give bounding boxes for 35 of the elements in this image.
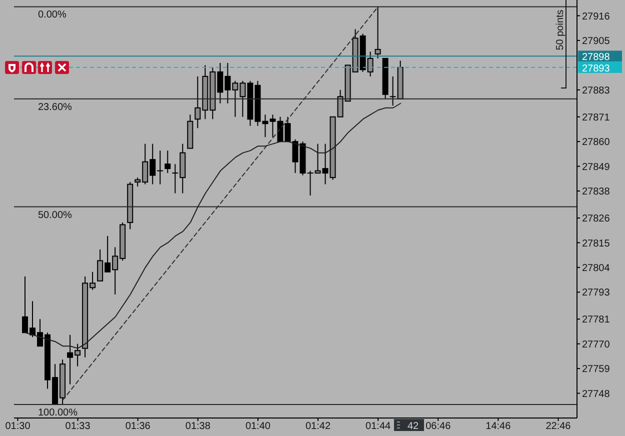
y-tick-label: 27781 (582, 314, 610, 326)
candlestick (374, 6, 381, 59)
annotation: 50 points (555, 10, 566, 50)
annotation: 50.00% (38, 210, 72, 221)
ref-line-label: 27898 (582, 52, 610, 64)
x-tick-label: 01:44 (366, 421, 392, 432)
y-tick-label: 27826 (582, 214, 610, 225)
y-tick-label: 27759 (582, 364, 610, 376)
y-tick-label: 27770 (582, 339, 610, 350)
y-tick-label: 27860 (582, 137, 610, 148)
y-tick-label: 27838 (582, 186, 610, 198)
x-tick-label: 01:36 (125, 421, 151, 432)
y-tick-label: 27883 (582, 85, 610, 96)
candlestick (164, 150, 171, 174)
y-tick-label: 27916 (582, 11, 610, 22)
x-tick-label: 22:46 (546, 421, 572, 432)
x-tick-label: 01:42 (306, 421, 331, 432)
y-tick-label: 27815 (582, 238, 610, 250)
x-tick-label: 01:30 (5, 421, 31, 432)
x-tick-label: 14:46 (486, 421, 512, 432)
y-tick-label: 27804 (582, 262, 610, 274)
y-tick-label: 27905 (582, 36, 610, 47)
text: 42 (407, 421, 419, 432)
x-tick-label: 01:33 (65, 421, 91, 432)
x-tick-label: 01:38 (185, 421, 211, 432)
y-tick-label: 27748 (582, 388, 610, 400)
annotation: 0.00% (38, 10, 66, 21)
x-tick-label: 01:40 (245, 421, 271, 432)
y-tick-label: 27871 (582, 112, 610, 124)
x-tick-label: 06:46 (426, 421, 452, 432)
annotation: 100.00% (38, 408, 78, 419)
y-tick-label: 27793 (582, 288, 610, 299)
annotation: 23.60% (38, 102, 72, 113)
y-tick-label: 27849 (582, 162, 610, 173)
ref-line-label: 27893 (582, 63, 610, 74)
